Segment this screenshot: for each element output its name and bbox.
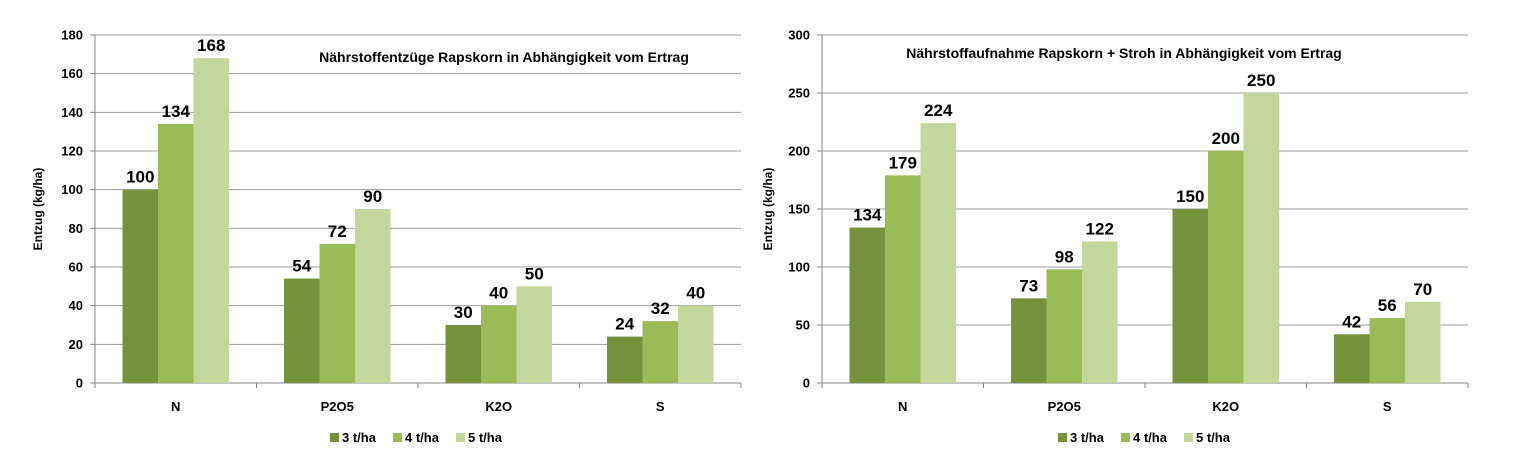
data-label: 179 — [889, 153, 917, 172]
legend-swatch — [330, 433, 339, 442]
chart-title: Nährstoffaufnahme Rapskorn + Stroh in Ab… — [906, 45, 1341, 61]
bar-4-t-ha-k2o — [481, 305, 517, 383]
y-tick-label: 80 — [69, 221, 83, 236]
bar-3-t-ha-p2o5 — [284, 278, 320, 383]
legend-label: 5 t/ha — [468, 430, 503, 445]
x-category-label: N — [898, 399, 907, 414]
data-label: 40 — [489, 284, 508, 303]
bar-4-t-ha-p2o5 — [1046, 269, 1082, 383]
legend-swatch — [393, 433, 402, 442]
bar-4-t-ha-p2o5 — [319, 243, 355, 383]
y-tick-label: 250 — [788, 86, 810, 101]
legend-label: 5 t/ha — [1196, 430, 1231, 445]
bar-5-t-ha-n — [920, 123, 956, 383]
x-category-label: K2O — [1212, 399, 1239, 414]
bar-5-t-ha-s — [677, 305, 714, 383]
bar-4-t-ha-n — [158, 123, 194, 383]
x-category-label: N — [171, 399, 180, 414]
x-category-label: S — [1383, 399, 1392, 414]
y-axis-label: Entzug (kg/ha) — [761, 168, 775, 251]
y-tick-label: 0 — [76, 376, 83, 391]
y-tick-label: 20 — [69, 337, 83, 352]
bar-chart-nahrstoffaufnahme: 0 50 100 150 200 250 300 Entzug (kg/ha) N 134 179 2… — [761, 28, 1469, 445]
x-category-label: P2O5 — [321, 399, 354, 414]
data-label: 24 — [615, 315, 634, 334]
data-label: 122 — [1086, 219, 1114, 238]
x-category-label: S — [656, 399, 665, 414]
legend-label: 3 t/ha — [342, 430, 377, 445]
data-label: 250 — [1247, 71, 1275, 90]
data-label: 200 — [1212, 129, 1240, 148]
bar-3-t-ha-n — [122, 189, 159, 383]
bar-4-t-ha-k2o — [1208, 151, 1244, 383]
data-label: 134 — [853, 206, 882, 225]
bar-5-t-ha-n — [193, 58, 229, 383]
y-tick-label: 50 — [796, 318, 810, 333]
data-label: 224 — [924, 101, 953, 120]
y-tick-label: 100 — [788, 260, 810, 275]
legend-label: 3 t/ha — [1070, 430, 1105, 445]
x-category-label: P2O5 — [1048, 399, 1081, 414]
chart-right: 0 50 100 150 200 250 300 Entzug (kg/ha) N 134 179 2… — [760, 0, 1522, 475]
bar-3-t-ha-p2o5 — [1011, 298, 1047, 383]
x-category-label: K2O — [485, 399, 512, 414]
data-label: 42 — [1342, 312, 1361, 331]
bar-3-t-ha-s — [1334, 334, 1370, 383]
bar-3-t-ha-k2o — [445, 325, 482, 383]
bar-5-t-ha-s — [1404, 301, 1441, 383]
data-label: 168 — [197, 36, 225, 55]
legend-swatch — [1121, 433, 1130, 442]
legend-label: 4 t/ha — [1133, 430, 1168, 445]
y-tick-label: 60 — [69, 260, 83, 275]
bar-4-t-ha-n — [885, 175, 921, 383]
data-label: 73 — [1019, 276, 1038, 295]
legend-label: 4 t/ha — [405, 430, 440, 445]
y-tick-label: 40 — [69, 298, 83, 313]
y-tick-label: 200 — [788, 144, 810, 159]
bar-3-t-ha-s — [607, 336, 643, 383]
y-tick-label: 180 — [61, 28, 83, 43]
y-tick-label: 150 — [788, 202, 810, 217]
y-tick-label: 0 — [803, 376, 810, 391]
y-tick-label: 120 — [61, 144, 83, 159]
legend-swatch — [456, 433, 465, 442]
bar-chart-nahrstoffentzuge: 0 20 40 60 80 100 120 140 160 180 Entzug (kg/ha) N 1… — [31, 28, 742, 445]
y-tick-label: 300 — [788, 28, 810, 43]
data-label: 30 — [454, 303, 473, 322]
data-label: 70 — [1413, 280, 1432, 299]
legend-swatch — [1184, 433, 1193, 442]
y-tick-label: 140 — [61, 105, 83, 120]
bar-5-t-ha-k2o — [1243, 93, 1279, 383]
chart-left: 0 20 40 60 80 100 120 140 160 180 Entzug (kg/ha) N 1… — [0, 0, 760, 475]
bar-5-t-ha-k2o — [516, 286, 552, 383]
y-axis-label: Entzug (kg/ha) — [31, 168, 45, 251]
bar-5-t-ha-p2o5 — [1081, 241, 1118, 383]
bar-3-t-ha-k2o — [1172, 209, 1209, 383]
data-label: 100 — [126, 168, 154, 187]
data-label: 32 — [651, 299, 670, 318]
data-label: 98 — [1055, 247, 1074, 266]
chart-title: Nährstoffentzüge Rapskorn in Abhängigkei… — [319, 49, 689, 65]
data-label: 40 — [686, 284, 705, 303]
bar-5-t-ha-p2o5 — [354, 209, 391, 383]
data-label: 90 — [363, 187, 382, 206]
bar-4-t-ha-s — [642, 321, 678, 383]
data-label: 72 — [328, 222, 347, 241]
data-label: 150 — [1176, 187, 1204, 206]
bar-3-t-ha-n — [849, 227, 886, 383]
data-label: 50 — [525, 264, 544, 283]
bar-4-t-ha-s — [1369, 318, 1405, 383]
data-label: 56 — [1378, 296, 1397, 315]
data-label: 54 — [292, 257, 311, 276]
y-tick-label: 100 — [61, 182, 83, 197]
legend-swatch — [1058, 433, 1067, 442]
y-tick-label: 160 — [61, 66, 83, 81]
data-label: 134 — [162, 102, 191, 121]
